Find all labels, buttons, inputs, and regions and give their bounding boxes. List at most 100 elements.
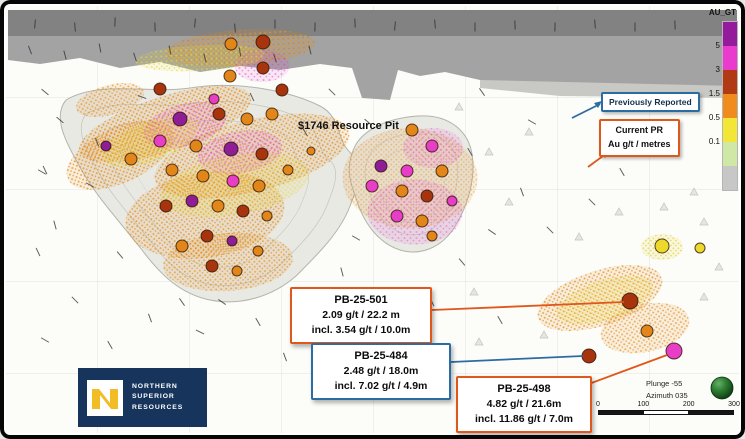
grade-legend-tick: 5 — [715, 41, 720, 50]
leader-line — [450, 355, 584, 363]
drill-intercept-dot — [240, 112, 254, 126]
structure-tick — [351, 235, 361, 241]
grade-legend-segment — [723, 118, 737, 142]
mesh-triangle — [474, 337, 484, 346]
grade-shell-halo — [75, 82, 145, 118]
grade-legend-tick: 0.5 — [708, 113, 720, 122]
structure-tick — [107, 340, 113, 350]
structure-tick — [249, 92, 255, 102]
structure-tick — [71, 296, 79, 304]
structure-tick — [98, 43, 102, 53]
legend-previously-reported: Previously Reported — [601, 92, 700, 112]
drill-intercept-dot — [261, 210, 273, 222]
drill-intercept-dot — [100, 140, 112, 152]
structure-tick — [53, 220, 57, 230]
plunge-label: Plunge -55 — [646, 379, 683, 388]
structure-tick — [41, 88, 49, 96]
structure-tick — [302, 127, 308, 137]
structure-tick — [116, 251, 124, 259]
mesh-triangle — [659, 202, 669, 211]
drill-intercept-dot — [159, 199, 173, 213]
callout-pb-25-501: PB-25-501 2.09 g/t / 22.2 m incl. 3.54 g… — [290, 287, 432, 344]
drill-intercept-dot — [189, 139, 203, 153]
structure-tick — [234, 23, 236, 33]
mesh-triangle-layer — [454, 102, 724, 346]
terrain-dark-band — [8, 10, 737, 36]
structure-tick — [255, 317, 261, 327]
orientation-readout: Plunge -55 Azimuth 035 — [646, 378, 688, 402]
mesh-triangle — [699, 292, 709, 301]
drill-intercept-dot — [153, 82, 167, 96]
drill-intercept-dot — [374, 159, 388, 173]
drill-intercept-dot — [694, 242, 706, 254]
structure-tick — [63, 50, 67, 60]
drill-intercept-dot — [275, 83, 289, 97]
mesh-triangle — [454, 102, 464, 111]
structure-tick — [340, 267, 344, 277]
drill-intercept-dot — [446, 195, 458, 207]
structure-tick — [328, 88, 336, 96]
structure-tick — [42, 165, 48, 175]
scale-bar-label: 0 — [596, 401, 600, 408]
structure-tick — [147, 313, 153, 323]
structure-tick — [308, 45, 312, 55]
resource-pit-label: $1746 Resource Pit — [298, 120, 399, 132]
structure-tick — [527, 119, 537, 125]
structure-tick — [488, 229, 496, 235]
structure-tick — [137, 94, 147, 100]
structure-tick — [27, 45, 33, 55]
leader-line-layer — [431, 101, 668, 389]
structure-tick — [497, 315, 503, 325]
structure-tick — [74, 22, 76, 32]
drill-intercept-dot — [200, 229, 214, 243]
leader-line — [577, 354, 668, 389]
callout-grade: 2.48 g/t / 18.0m — [343, 365, 419, 378]
structure-tick — [218, 299, 226, 305]
logo-text-line: NORTHERN — [132, 382, 178, 390]
structure-tick — [546, 226, 554, 234]
structure-tick — [168, 45, 172, 55]
grade-legend-colorbar — [722, 21, 738, 191]
drill-intercept-dot — [390, 209, 404, 223]
azimuth-label: Azimuth 035 — [646, 391, 688, 400]
scale-bar-labels: 0 100 200 300 — [596, 401, 740, 409]
drill-intercept-dot — [395, 184, 409, 198]
drill-intercept-dot — [405, 123, 419, 137]
callout-pb-25-484: PB-25-484 2.48 g/t / 18.0m incl. 7.02 g/… — [311, 343, 451, 400]
structure-tick — [364, 118, 372, 126]
drill-intercept-dot — [255, 34, 271, 50]
drill-intercept-dot — [223, 69, 237, 83]
company-logo-mark — [87, 379, 123, 416]
mesh-triangle — [539, 330, 549, 339]
drill-intercept-dot — [208, 93, 220, 105]
structure-tick — [619, 167, 625, 177]
drill-intercept-dot — [400, 164, 414, 178]
mesh-triangle — [484, 147, 494, 156]
structure-tick — [434, 19, 436, 29]
drill-intercept-dot — [226, 174, 240, 188]
drill-intercept-dot — [415, 214, 429, 228]
grade-legend-segment — [723, 94, 737, 118]
structure-tick — [40, 337, 50, 343]
mesh-triangle — [524, 127, 534, 136]
structure-tick — [94, 137, 100, 147]
structure-tick — [273, 53, 277, 63]
structure-tick — [467, 147, 473, 157]
callout-grade: 4.82 g/t / 21.6m — [486, 398, 562, 411]
grade-legend-tick: 0.1 — [708, 137, 720, 146]
structure-tick — [85, 182, 95, 188]
structure-tick — [195, 329, 205, 335]
drill-intercept-dot — [185, 194, 199, 208]
callout-included-grade: incl. 7.02 g/t / 4.9m — [334, 380, 428, 393]
logo-mark-n-glyph — [92, 388, 118, 409]
grade-legend-segment — [723, 46, 737, 70]
scale-bar-label: 300 — [728, 401, 740, 408]
drill-intercept-dot — [282, 164, 294, 176]
drill-intercept-dot — [306, 146, 316, 156]
scale-bar-segments — [598, 410, 734, 415]
legend-previously-reported-label: Previously Reported — [609, 97, 692, 107]
drill-intercept-dot — [435, 164, 449, 178]
grade-shell-halo — [367, 179, 463, 245]
scale-bar-segment — [599, 411, 644, 414]
structure-tick — [394, 21, 396, 31]
